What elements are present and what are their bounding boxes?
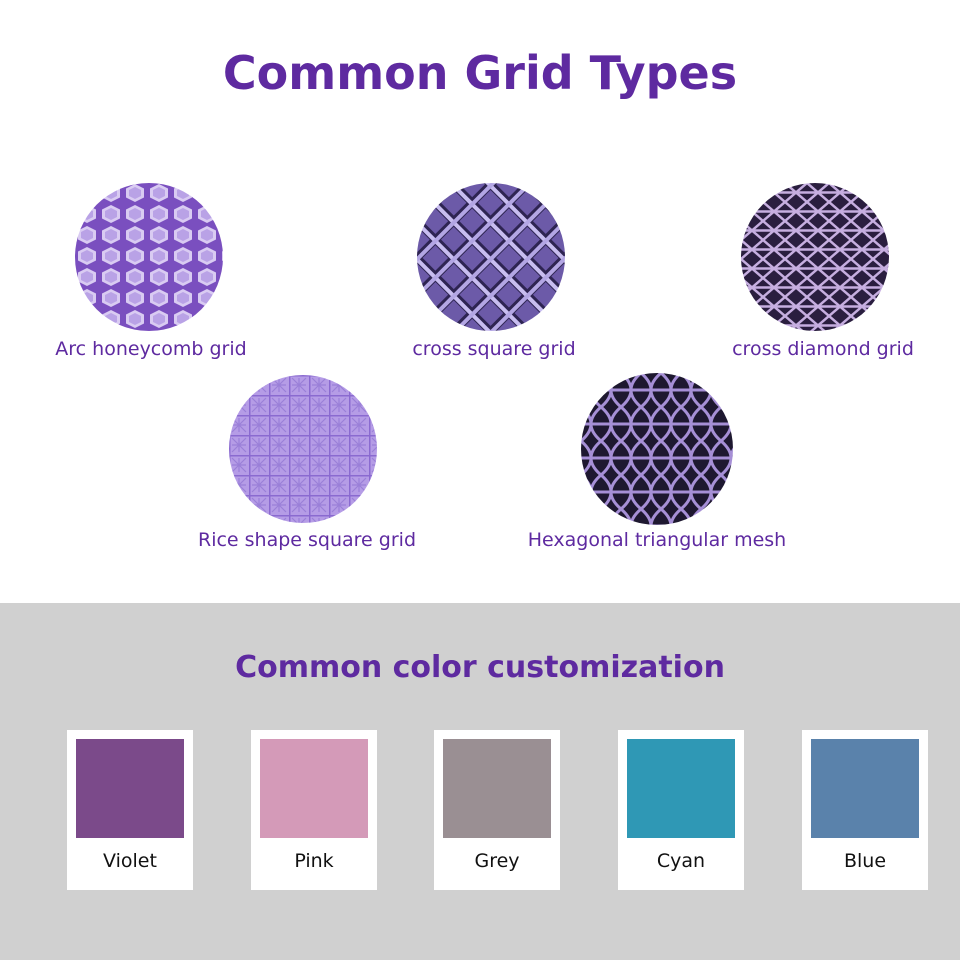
color-name: Pink	[294, 850, 334, 872]
color-name: Grey	[474, 850, 520, 872]
page-title: Common Grid Types	[222, 46, 738, 100]
color-card-grey: Grey	[434, 730, 560, 890]
color-swatch	[76, 739, 184, 838]
color-swatch	[811, 739, 919, 838]
color-swatch	[627, 739, 735, 838]
colors-title: Common color customization	[235, 650, 725, 685]
color-swatch	[260, 739, 368, 838]
cross-square-pattern-icon	[417, 183, 565, 331]
color-card-blue: Blue	[802, 730, 928, 890]
color-name: Cyan	[656, 850, 706, 872]
rice-square-pattern-icon	[229, 375, 377, 523]
color-card-cyan: Cyan	[618, 730, 744, 890]
grid-label: cross square grid	[412, 338, 576, 360]
cross-diamond-pattern-icon	[741, 183, 889, 331]
honeycomb-pattern-icon	[75, 183, 223, 331]
grid-label: cross diamond grid	[732, 338, 914, 360]
color-name: Violet	[103, 850, 157, 872]
color-name: Blue	[843, 850, 887, 872]
grid-label: Hexagonal triangular mesh	[527, 529, 787, 551]
grid-label: Rice shape square grid	[197, 529, 417, 551]
color-swatch	[443, 739, 551, 838]
color-card-pink: Pink	[251, 730, 377, 890]
grid-label: Arc honeycomb grid	[55, 338, 247, 360]
hex-triangle-pattern-icon	[581, 373, 733, 525]
color-card-violet: Violet	[67, 730, 193, 890]
